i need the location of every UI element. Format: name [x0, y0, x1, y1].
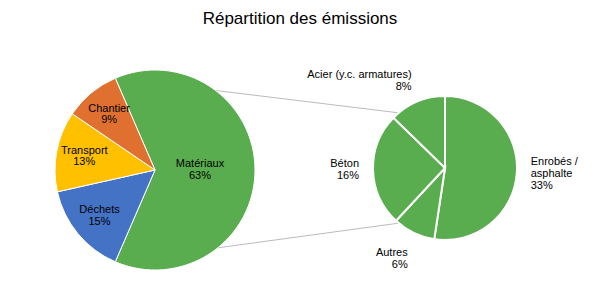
value-label: 33% — [531, 179, 553, 191]
text-layer: Matériaux63% Déchets15% Transport13% Chanti… — [61, 68, 579, 271]
category-label-line: Transport — [61, 143, 108, 155]
value-label: 15% — [89, 215, 111, 227]
value-label: 16% — [337, 169, 359, 181]
category-label: Matériaux — [176, 157, 225, 169]
category-label: Chantier — [88, 101, 130, 113]
value-label: 13% — [73, 155, 95, 167]
pie-slice — [434, 96, 517, 240]
value-label: 8% — [396, 80, 412, 92]
pie — [55, 70, 255, 270]
category-label-line: Acier (y.c. armatures) — [307, 68, 411, 80]
value-label: 9% — [101, 113, 117, 125]
category-label: Béton — [330, 157, 359, 169]
chart-svg: Matériaux63% Déchets15% Transport13% Chanti… — [0, 0, 600, 300]
pie-slice — [393, 96, 445, 168]
category-label: Autres — [376, 246, 408, 258]
category-label: Enrobés /asphalte — [531, 155, 579, 179]
category-label-line: Matériaux — [176, 157, 225, 169]
category-label-line: Enrobés / — [531, 155, 579, 167]
pie — [373, 96, 517, 240]
chart-title: Répartition des émissions — [203, 9, 398, 28]
pie-slice — [72, 78, 155, 170]
value-label: 63% — [189, 169, 211, 181]
category-label-line: Autres — [376, 246, 408, 258]
pie-layer — [55, 70, 517, 270]
category-label: Déchets — [79, 203, 120, 215]
category-label-line: Chantier — [88, 101, 130, 113]
category-label-line: asphalte — [531, 167, 573, 179]
category-label-line: Déchets — [79, 203, 120, 215]
value-label: 6% — [392, 258, 408, 270]
chart-container: Matériaux63% Déchets15% Transport13% Chanti… — [0, 0, 600, 300]
category-label: Transport — [61, 143, 108, 155]
category-label-line: Béton — [330, 157, 359, 169]
category-label: Acier (y.c. armatures) — [307, 68, 411, 80]
